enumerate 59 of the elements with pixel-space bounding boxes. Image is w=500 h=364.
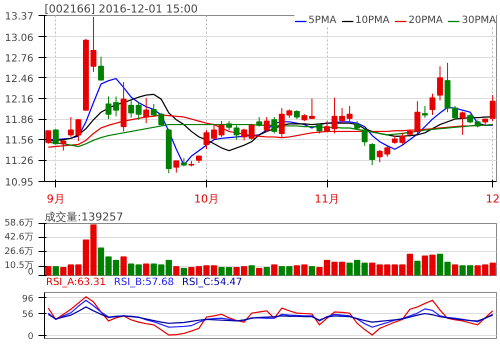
candlestick xyxy=(430,93,436,116)
bar xyxy=(45,266,52,276)
line-series xyxy=(48,306,494,324)
bar xyxy=(173,266,180,276)
y-tick-label: 13.37 xyxy=(4,12,34,22)
candlestick xyxy=(384,146,390,158)
candlestick xyxy=(376,149,383,163)
bar xyxy=(271,264,278,276)
candlestick xyxy=(422,106,428,118)
legend-label: 10PMA xyxy=(355,15,390,26)
line-series xyxy=(48,300,494,328)
y-tick-label: 13.06 xyxy=(4,32,34,44)
line-series xyxy=(48,296,494,336)
bar xyxy=(52,266,59,276)
candlestick xyxy=(45,130,52,144)
x-tick-label: 10月 xyxy=(194,192,219,206)
candlestick xyxy=(369,142,376,166)
y-tick-label: 42.6万 xyxy=(4,232,34,243)
legend-label: 5PMA xyxy=(308,15,336,26)
x-tick-label: 11月 xyxy=(314,192,340,206)
candlestick xyxy=(52,128,59,145)
y-tick-label: 12.16 xyxy=(4,94,34,106)
legend-label: 30PMA xyxy=(462,15,496,26)
candlestick xyxy=(173,160,180,174)
bar xyxy=(180,268,188,276)
candlestick xyxy=(490,94,496,122)
bar xyxy=(452,264,458,276)
candlestick xyxy=(150,103,157,117)
candlestick xyxy=(399,132,406,145)
y-tick-label: 10.95 xyxy=(4,178,34,188)
text: RSI_B:57.68 xyxy=(114,277,174,288)
y-tick-label: 56 xyxy=(22,310,34,320)
bar xyxy=(120,256,127,276)
bar xyxy=(308,266,316,276)
bar xyxy=(264,267,270,276)
chart-title: [002166] 2016-12-01 15:00 xyxy=(44,2,198,16)
series-label: RSI_A:63.31 xyxy=(46,277,106,288)
bar xyxy=(414,260,421,276)
candlestick xyxy=(437,66,443,102)
bar xyxy=(248,265,255,276)
bar xyxy=(256,268,262,276)
y-tick-label: 11.26 xyxy=(4,156,34,168)
candlestick xyxy=(98,56,104,82)
y-tick-label: 12.46 xyxy=(4,74,34,85)
y-tick-label: 0 xyxy=(28,268,34,278)
legend-label: 20PMA xyxy=(408,15,443,26)
y-tick-label: 26.6万 xyxy=(4,246,34,257)
x-tick-label: 12 xyxy=(486,192,500,206)
bar xyxy=(143,263,150,276)
text: RSI_C:54.47 xyxy=(182,277,242,288)
y-tick-label: 58.6万 xyxy=(4,218,34,228)
candlestick xyxy=(264,116,270,133)
y-tick-label: 12.76 xyxy=(4,53,34,64)
y-tick-label: 11.86 xyxy=(4,115,34,126)
y-tick-label: 11.56 xyxy=(4,136,34,147)
y-tick-label: 0 xyxy=(28,332,34,342)
x-tick-label: 9月 xyxy=(46,192,65,206)
chart-title: 成交量:139257 xyxy=(44,210,124,224)
y-tick-label: 96 xyxy=(22,294,34,304)
